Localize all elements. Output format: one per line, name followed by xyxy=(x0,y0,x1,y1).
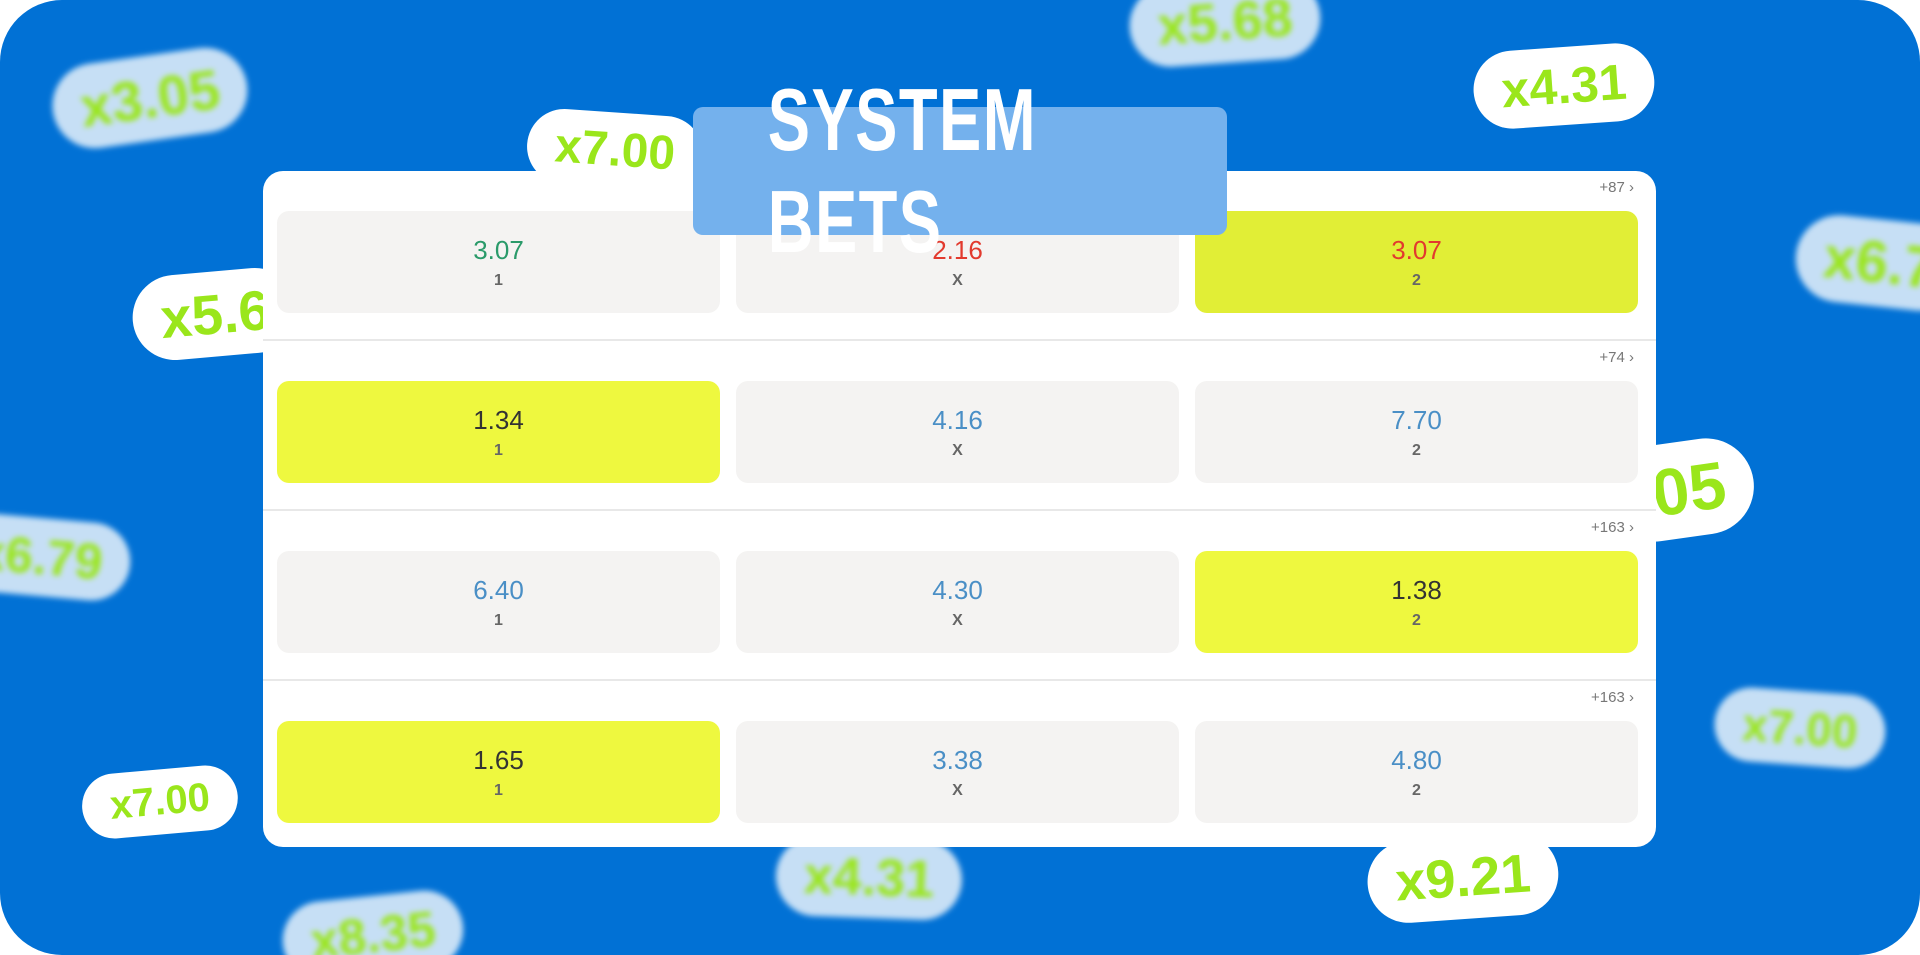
odds-button-1[interactable]: 3.07 1 xyxy=(277,211,720,313)
odds-value: 4.30 xyxy=(932,574,983,605)
odds-button-2[interactable]: 4.80 2 xyxy=(1195,721,1638,823)
multiplier-chip: x3.05 xyxy=(46,42,254,154)
odds-value: 3.07 xyxy=(473,234,524,265)
odds-group: 1.65 1 3.38 X 4.80 2 xyxy=(277,721,1638,823)
odds-value: 1.38 xyxy=(1391,574,1442,605)
multiplier-chip: x6.7 xyxy=(1791,210,1920,316)
odds-button-x[interactable]: 3.38 X xyxy=(736,721,1179,823)
outcome-label: 1 xyxy=(494,271,503,289)
outcome-label: 2 xyxy=(1412,611,1421,629)
outcome-label: 2 xyxy=(1412,441,1421,459)
odds-button-1[interactable]: 1.65 1 xyxy=(277,721,720,823)
odds-button-2[interactable]: 1.38 2 xyxy=(1195,551,1638,653)
outcome-label: 1 xyxy=(494,611,503,629)
outcome-label: 1 xyxy=(494,441,503,459)
more-markets-link[interactable]: +163 › xyxy=(1591,689,1634,706)
odds-value: 4.80 xyxy=(1391,744,1442,775)
outcome-label: X xyxy=(952,781,963,799)
more-markets-link[interactable]: +163 › xyxy=(1591,519,1634,536)
match-row: +163 › 1.65 1 3.38 X 4.80 2 xyxy=(263,681,1656,847)
multiplier-chip: x6.79 xyxy=(0,510,134,604)
odds-value: 3.07 xyxy=(1391,234,1442,265)
odds-value: 4.16 xyxy=(932,404,983,435)
page-title: SYSTEM BETS xyxy=(767,70,1037,271)
odds-group: 1.34 1 4.16 X 7.70 2 xyxy=(277,381,1638,483)
odds-group: 6.40 1 4.30 X 1.38 2 xyxy=(277,551,1638,653)
odds-value: 2.16 xyxy=(932,234,983,265)
outcome-label: 2 xyxy=(1412,781,1421,799)
outcome-label: 2 xyxy=(1412,271,1421,289)
match-row: +74 › 1.34 1 4.16 X 7.70 2 xyxy=(263,341,1656,511)
odds-value: 6.40 xyxy=(473,574,524,605)
odds-button-x[interactable]: 4.30 X xyxy=(736,551,1179,653)
odds-button-2[interactable]: 3.07 2 xyxy=(1195,211,1638,313)
multiplier-chip: x4.31 xyxy=(774,834,964,922)
outcome-label: X xyxy=(952,611,963,629)
odds-button-1[interactable]: 6.40 1 xyxy=(277,551,720,653)
odds-value: 1.65 xyxy=(473,744,524,775)
odds-button-1[interactable]: 1.34 1 xyxy=(277,381,720,483)
more-markets-link[interactable]: +74 › xyxy=(1599,349,1634,366)
match-row: +163 › 6.40 1 4.30 X 1.38 2 xyxy=(263,511,1656,681)
multiplier-chip: x7.00 xyxy=(1712,685,1888,771)
outcome-label: X xyxy=(952,441,963,459)
odds-button-2[interactable]: 7.70 2 xyxy=(1195,381,1638,483)
odds-value: 7.70 xyxy=(1391,404,1442,435)
outcome-label: 1 xyxy=(494,781,503,799)
odds-button-x[interactable]: 4.16 X xyxy=(736,381,1179,483)
multiplier-chip: x8.35 xyxy=(278,886,468,955)
odds-value: 3.38 xyxy=(932,744,983,775)
multiplier-chip: x7.00 xyxy=(79,762,241,842)
multiplier-chip: x5.68 xyxy=(1126,0,1324,70)
more-markets-link[interactable]: +87 › xyxy=(1599,179,1634,196)
title-banner: SYSTEM BETS xyxy=(693,70,1227,271)
outcome-label: X xyxy=(952,271,963,289)
multiplier-chip: x4.31 xyxy=(1470,40,1658,132)
odds-value: 1.34 xyxy=(473,404,524,435)
